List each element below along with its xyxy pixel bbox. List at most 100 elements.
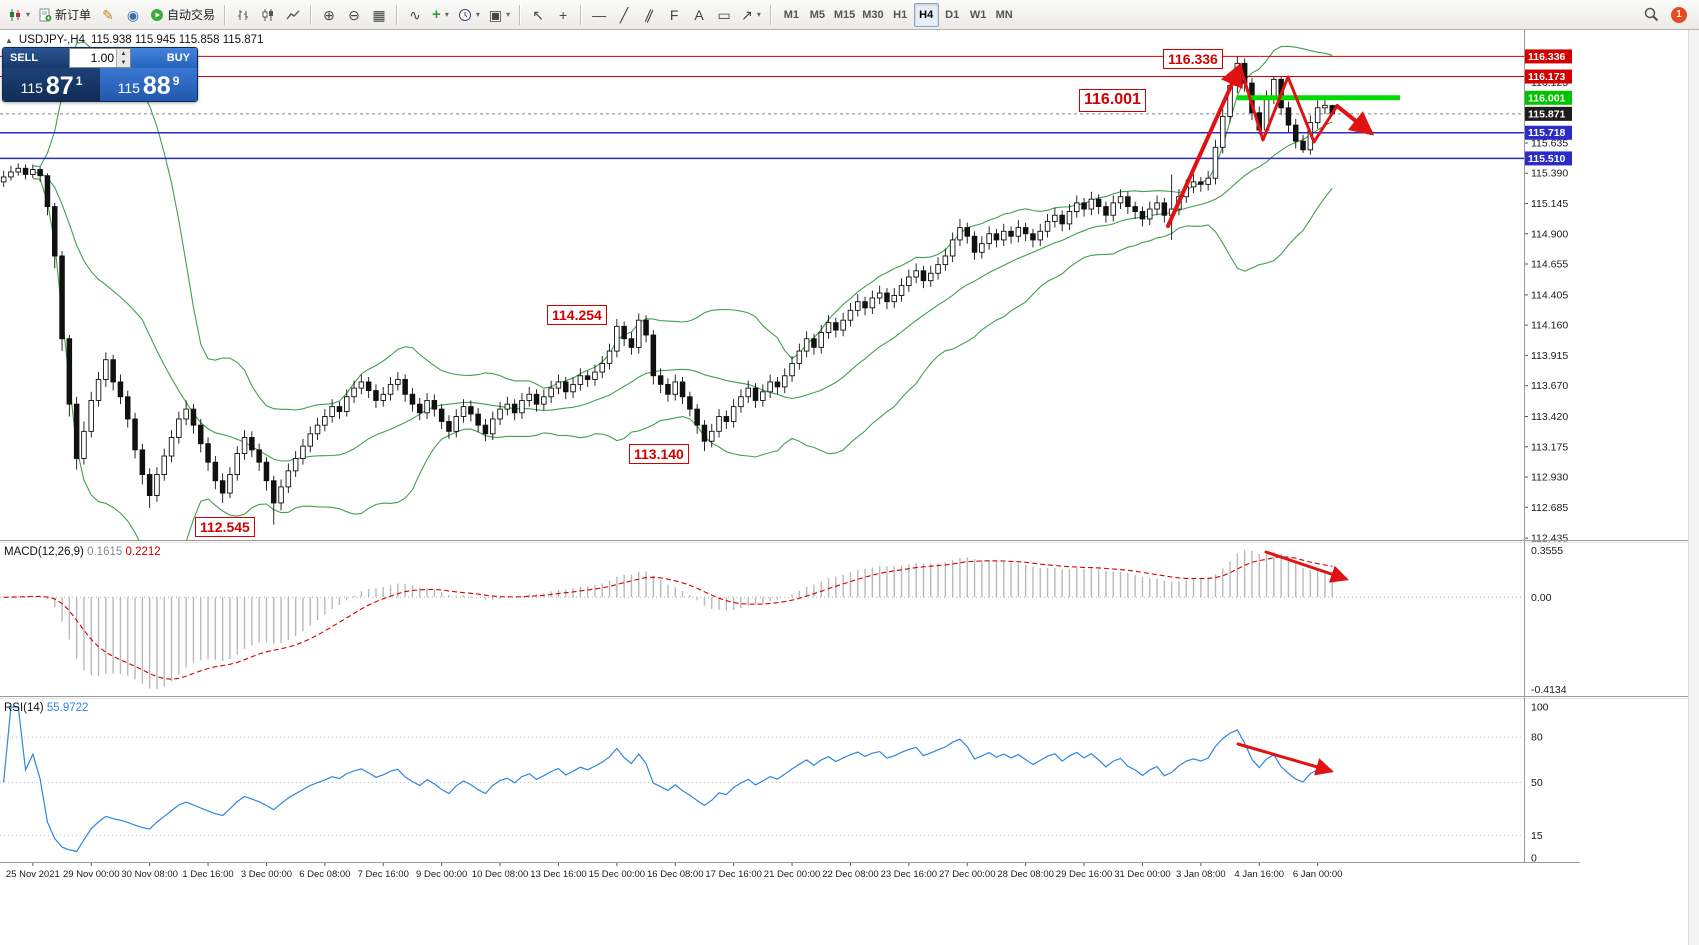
rsi-indicator-label: RSI(14) 55.9722 <box>4 702 88 714</box>
add-indicator-button[interactable]: + ▾ <box>428 3 453 27</box>
crosshair-button[interactable]: + <box>551 3 575 27</box>
toolbar-separator <box>519 4 522 25</box>
templates-button[interactable]: ▣ ▾ <box>485 3 514 27</box>
timeframe-w1-button[interactable]: W1 <box>966 3 991 27</box>
chart-canvas[interactable]: 116.125115.635115.390115.145114.900114.6… <box>0 30 1699 945</box>
rsi-line <box>3 706 1333 853</box>
timeframe-mn-button[interactable]: MN <box>992 3 1017 27</box>
horizontal-line-tool-button[interactable]: — <box>587 3 611 27</box>
buy-price-pips: 88 <box>142 72 171 100</box>
buy-price[interactable]: 115 88 9 <box>100 68 197 101</box>
timeframe-d1-button[interactable]: D1 <box>940 3 965 27</box>
search-icon <box>1644 7 1658 22</box>
toolbar: ▾ 新订单 ✎ ◉ 自动交易 ⊕ ⊖ ▦ ∿ + ▾ ▾ <box>0 0 1699 30</box>
price-annotation[interactable]: 114.254 <box>547 305 607 326</box>
zoom-in-icon: ⊕ <box>323 6 335 23</box>
trendline-tool-button[interactable]: ╱ <box>612 3 636 27</box>
svg-text:-0.4134: -0.4134 <box>1531 684 1567 696</box>
price-axis[interactable]: 116.125115.635115.390115.145114.900114.6… <box>1524 49 1572 865</box>
autotrading-play-icon <box>151 8 164 21</box>
new-chart-button[interactable]: ▾ <box>4 3 34 27</box>
price-annotation[interactable]: 116.336 <box>1163 49 1223 70</box>
timeframe-m30-button[interactable]: M30 <box>859 3 886 27</box>
timeframe-m5-button[interactable]: M5 <box>805 3 830 27</box>
timeframe-m1-button[interactable]: M1 <box>779 3 804 27</box>
indicators-list-button[interactable]: ∿ <box>403 3 427 27</box>
plus-icon: + <box>432 6 441 23</box>
fibonacci-tool-button[interactable]: F <box>662 3 686 27</box>
svg-text:31 Dec 00:00: 31 Dec 00:00 <box>1114 869 1171 880</box>
collapse-panel-icon[interactable]: ▲ <box>5 35 13 45</box>
price-annotation[interactable]: 112.545 <box>195 517 255 538</box>
price-annotation[interactable]: 116.001 <box>1079 89 1146 112</box>
svg-text:15: 15 <box>1531 830 1543 842</box>
toolbar-separator <box>769 4 772 25</box>
trend-arrow[interactable] <box>1236 742 1334 776</box>
cursor-button[interactable]: ↖ <box>526 3 550 27</box>
time-axis[interactable]: 25 Nov 2021 29 Nov 00:00 30 Nov 08:00 1 Dec… <box>6 862 1343 880</box>
svg-text:113.670: 113.670 <box>1531 380 1568 392</box>
right-edge-strip <box>1688 30 1699 945</box>
trend-arrow[interactable] <box>1335 104 1375 136</box>
trend-arrow[interactable] <box>1166 62 1243 228</box>
indicator-wave-icon: ∿ <box>409 6 421 23</box>
volume-spinner: ▲ ▼ <box>116 49 130 67</box>
svg-text:115.510: 115.510 <box>1528 153 1566 165</box>
volume-up-button[interactable]: ▲ <box>120 50 127 57</box>
new-order-button[interactable]: 新订单 <box>35 3 95 27</box>
svg-text:3 Dec 00:00: 3 Dec 00:00 <box>241 869 292 880</box>
zoom-in-button[interactable]: ⊕ <box>317 3 341 27</box>
sell-price[interactable]: 115 87 1 <box>3 68 100 101</box>
terminal-button[interactable]: ◉ <box>121 3 145 27</box>
macd-signal-line <box>3 556 1333 680</box>
candlestick-icon <box>262 8 274 21</box>
tile-windows-button[interactable]: ▦ <box>367 3 391 27</box>
trend-arrow[interactable] <box>1264 550 1349 583</box>
timeframe-h4-button[interactable]: H4 <box>913 2 939 27</box>
svg-text:112.930: 112.930 <box>1531 472 1568 484</box>
price-badge-115.718 <box>1525 125 1572 140</box>
search-button[interactable] <box>1639 3 1663 27</box>
svg-text:28 Dec 08:00: 28 Dec 08:00 <box>997 869 1054 880</box>
chevron-down-icon: ▾ <box>475 10 480 19</box>
candlestick-type-button[interactable] <box>256 3 280 27</box>
bar-chart-type-button[interactable] <box>231 3 255 27</box>
macd-name: MACD(12,26,9) <box>4 546 84 558</box>
text-tool-button[interactable]: A <box>687 3 711 27</box>
volume-down-button[interactable]: ▼ <box>120 59 127 66</box>
channel-icon: ∥ <box>642 5 656 24</box>
label-icon: ▭ <box>717 6 731 23</box>
svg-text:29 Nov 00:00: 29 Nov 00:00 <box>63 869 120 880</box>
channel-tool-button[interactable]: ∥ <box>637 3 661 27</box>
svg-text:1 Dec 16:00: 1 Dec 16:00 <box>182 869 233 880</box>
bar-chart-icon <box>238 9 249 20</box>
drawings-layer <box>1166 62 1400 776</box>
volume-input[interactable] <box>70 49 116 67</box>
price-annotation[interactable]: 113.140 <box>629 444 689 465</box>
notification-badge[interactable]: 1 <box>1671 6 1687 23</box>
svg-text:112.685: 112.685 <box>1531 502 1568 514</box>
label-tool-button[interactable]: ▭ <box>712 3 736 27</box>
svg-text:29 Dec 16:00: 29 Dec 16:00 <box>1056 869 1113 880</box>
metaeditor-button[interactable]: ✎ <box>96 3 120 27</box>
timeframe-m15-button[interactable]: M15 <box>831 3 858 27</box>
zoom-out-icon: ⊖ <box>348 6 360 23</box>
rsi-pane <box>0 706 1524 853</box>
terminal-icon: ◉ <box>126 6 140 23</box>
trend-arrow[interactable] <box>1238 64 1339 144</box>
autotrading-button[interactable]: 自动交易 <box>146 3 219 27</box>
buy-button[interactable]: BUY <box>131 48 197 68</box>
line-chart-type-button[interactable] <box>281 3 305 27</box>
sell-price-pips: 87 <box>45 72 74 100</box>
toolbar-separator <box>396 4 399 25</box>
trendline-icon: ╱ <box>619 6 629 23</box>
periods-button[interactable]: ▾ <box>454 3 484 27</box>
arrows-tool-button[interactable]: ↗ ▾ <box>737 3 765 27</box>
volume-control: ▲ ▼ <box>69 48 131 68</box>
fibonacci-icon: F <box>669 6 679 23</box>
zoom-out-button[interactable]: ⊖ <box>342 3 366 27</box>
timeframe-h1-button[interactable]: H1 <box>888 3 913 27</box>
sell-button[interactable]: SELL <box>3 48 69 68</box>
chart-title: ▲ USDJPY-,H4 115.938 115.945 115.858 115… <box>5 34 263 46</box>
svg-text:114.160: 114.160 <box>1531 320 1568 332</box>
